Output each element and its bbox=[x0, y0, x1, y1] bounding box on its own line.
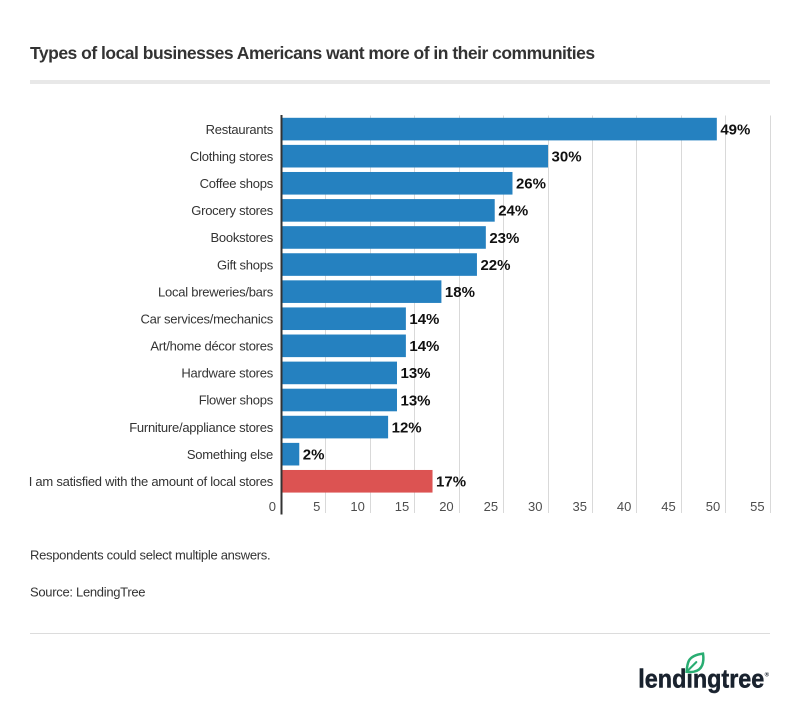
svg-text:55: 55 bbox=[750, 499, 764, 514]
svg-text:Bookstores: Bookstores bbox=[210, 230, 273, 245]
svg-text:13%: 13% bbox=[400, 392, 430, 409]
svg-text:26%: 26% bbox=[516, 176, 546, 193]
svg-text:Respondents could select multi: Respondents could select multiple answer… bbox=[30, 548, 270, 563]
svg-text:Furniture/appliance stores: Furniture/appliance stores bbox=[129, 420, 274, 435]
svg-text:12%: 12% bbox=[392, 419, 422, 436]
svg-text:Coffee shops: Coffee shops bbox=[200, 176, 274, 191]
svg-text:25: 25 bbox=[484, 499, 498, 514]
svg-text:Source: LendingTree: Source: LendingTree bbox=[30, 585, 145, 600]
svg-text:Hardware stores: Hardware stores bbox=[181, 366, 273, 381]
svg-text:22%: 22% bbox=[480, 257, 510, 274]
svg-text:0: 0 bbox=[269, 499, 276, 514]
svg-text:40: 40 bbox=[617, 499, 631, 514]
svg-text:50: 50 bbox=[706, 499, 720, 514]
svg-text:2%: 2% bbox=[303, 446, 325, 463]
svg-text:30%: 30% bbox=[552, 148, 582, 165]
svg-text:13%: 13% bbox=[400, 365, 430, 382]
svg-text:17%: 17% bbox=[436, 474, 466, 491]
svg-text:Something else: Something else bbox=[187, 447, 273, 462]
svg-text:Art/home décor stores: Art/home décor stores bbox=[150, 339, 273, 354]
svg-text:20: 20 bbox=[439, 499, 453, 514]
svg-text:24%: 24% bbox=[498, 203, 528, 220]
svg-text:14%: 14% bbox=[409, 311, 439, 328]
svg-text:Flower shops: Flower shops bbox=[199, 393, 274, 408]
svg-text:49%: 49% bbox=[720, 121, 750, 138]
svg-text:Grocery stores: Grocery stores bbox=[191, 203, 273, 218]
svg-text:30: 30 bbox=[528, 499, 542, 514]
svg-text:35: 35 bbox=[572, 499, 586, 514]
svg-text:®: ® bbox=[765, 671, 770, 678]
svg-text:15: 15 bbox=[395, 499, 409, 514]
svg-text:18%: 18% bbox=[445, 284, 475, 301]
svg-text:I am satisfied with the amount: I am satisfied with the amount of local … bbox=[29, 474, 274, 489]
svg-text:23%: 23% bbox=[489, 230, 519, 247]
svg-text:Clothing stores: Clothing stores bbox=[190, 149, 274, 164]
svg-text:45: 45 bbox=[661, 499, 675, 514]
svg-text:Types of local businesses Amer: Types of local businesses Americans want… bbox=[30, 43, 595, 63]
svg-text:Car services/mechanics: Car services/mechanics bbox=[141, 311, 274, 326]
svg-text:Restaurants: Restaurants bbox=[206, 122, 274, 137]
svg-text:10: 10 bbox=[350, 499, 364, 514]
svg-text:Local breweries/bars: Local breweries/bars bbox=[158, 284, 274, 299]
svg-text:5: 5 bbox=[313, 499, 320, 514]
svg-text:Gift shops: Gift shops bbox=[217, 257, 274, 272]
svg-text:14%: 14% bbox=[409, 338, 439, 355]
